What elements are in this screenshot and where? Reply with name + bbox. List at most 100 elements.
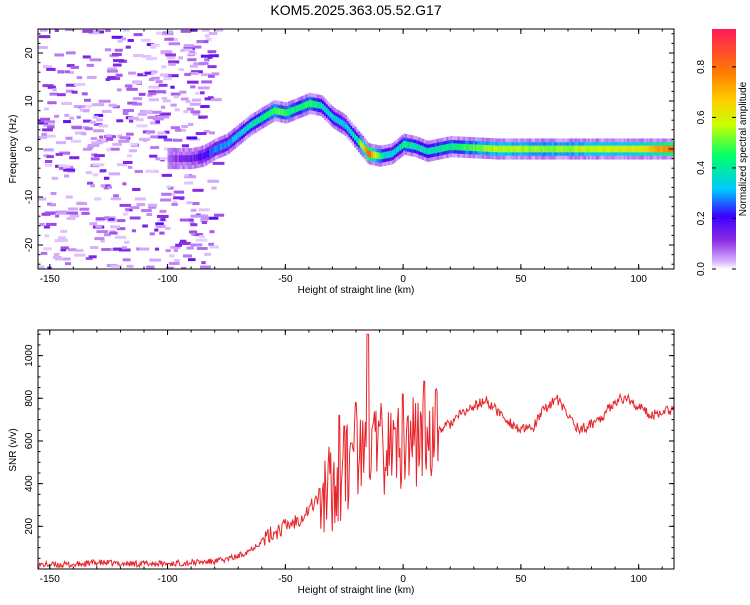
spectrogram-ridge-cell: [551, 145, 555, 153]
spectrogram-ridge-cell: [638, 145, 642, 153]
spectrogram-noise-cell: [184, 72, 191, 76]
spectrogram-ridge-cell: [568, 145, 572, 153]
spectrogram-noise-cell: [44, 107, 49, 111]
spectrogram-noise-cell: [38, 265, 45, 269]
spectrogram-noise-cell: [122, 29, 130, 32]
spectrogram-ridge-cell: [474, 144, 478, 152]
spectrogram-ridge-cell: [388, 151, 391, 158]
spectrogram-noise-cell: [183, 44, 195, 48]
spectrogram-noise-cell: [190, 214, 202, 218]
spectrogram-ridge-cell: [636, 145, 640, 153]
spectrogram-noise-cell: [43, 148, 54, 152]
spectrogram-noise-cell: [114, 48, 123, 52]
spectrogram-ridge-cell: [258, 116, 261, 124]
spectrogram-noise-cell: [170, 245, 181, 249]
spectrogram-noise-cell: [126, 264, 134, 268]
spectrogram-noise-cell: [43, 123, 55, 127]
spectrogram-ridge-cell: [288, 108, 291, 116]
spectrogram-ridge-cell: [574, 145, 578, 153]
spectrogram-noise-cell: [96, 230, 109, 234]
spectrogram-noise-cell: [133, 54, 144, 58]
spectrogram-noise-cell: [64, 174, 70, 178]
snr-x-label: Height of straight line (km): [298, 585, 415, 596]
spectrogram-noise-cell: [164, 73, 173, 77]
spectrogram-ridge-cell: [233, 135, 236, 142]
spectrogram-ridge-cell: [412, 142, 416, 150]
spectrogram-noise-cell: [163, 77, 172, 81]
spectrogram-ridge-cell: [642, 145, 645, 153]
spectrogram-ridge-cell: [276, 107, 280, 115]
spectrogram-ridge-cell: [623, 145, 627, 153]
spectrogram-ridge-cell: [386, 151, 389, 159]
spectrogram-ridge-cell: [617, 145, 621, 153]
spectrogram-ridge-cell: [371, 151, 374, 158]
spectrogram-noise-cell: [186, 80, 199, 84]
spectrogram-ridge-cell: [401, 142, 404, 150]
spectrogram-ridge-cell: [480, 144, 483, 152]
snr-x-tick-label: 50: [515, 574, 527, 585]
spectrogram-noise-cell: [200, 219, 209, 223]
spectrogram-ridge-cell: [214, 145, 218, 153]
spectrogram-noise-cell: [64, 70, 70, 74]
spectrogram-ridge-cell: [354, 133, 357, 141]
spectrogram-ridge-cell: [453, 143, 457, 151]
spectrogram-noise-cell: [172, 200, 178, 204]
spectrogram-noise-cell: [83, 98, 91, 102]
spectrogram-ridge-cell: [472, 144, 476, 152]
spectrogram-ridge-cell: [527, 145, 530, 153]
spectrogram-noise-cell: [127, 165, 133, 169]
spectrogram-noise-cell: [61, 101, 73, 105]
spectrogram-noise-cell: [66, 211, 78, 215]
spectrogram-ridge-cell: [210, 147, 214, 155]
spectrogram-noise-cell: [190, 71, 199, 75]
spectrogram-noise-cell: [200, 54, 213, 58]
spectrogram-ridge-cell: [224, 141, 227, 149]
spectrogram-y-tick-label: 20: [24, 47, 35, 59]
spectrogram-ridge-cell: [175, 155, 178, 162]
spectrogram-ridge-cell: [416, 143, 419, 151]
spectrogram-noise-cell: [44, 211, 56, 215]
spectrogram-ridge-cell: [536, 145, 540, 153]
spectrogram-noise-cell: [47, 101, 57, 105]
spectrogram-noise-cell: [188, 218, 194, 222]
spectrogram-noise-cell: [94, 237, 105, 241]
spectrogram-noise-cell: [191, 98, 202, 102]
colorbar-tick-label: 0.0: [696, 262, 707, 276]
spectrogram-noise-cell: [87, 181, 94, 185]
spectrogram-ridge-cell: [199, 153, 203, 161]
spectrogram-noise-cell: [173, 196, 185, 200]
spectrogram-noise-cell: [186, 136, 198, 140]
spectrogram-ridge-cell: [612, 145, 615, 153]
spectrogram-noise-cell: [171, 192, 176, 196]
spectrogram-ridge-cell: [271, 108, 274, 116]
spectrogram-noise-cell: [58, 164, 71, 168]
spectrogram-ridge-cell: [525, 145, 529, 153]
spectrogram-ridge-cell: [469, 144, 472, 151]
spectrogram-noise-cell: [93, 129, 104, 133]
snr-line: [38, 333, 674, 569]
spectrogram-ridge-cell: [376, 152, 380, 159]
spectrogram-noise-cell: [121, 246, 127, 250]
spectrogram-ridge-cell: [550, 145, 553, 153]
spectrogram-noise-cell: [168, 60, 180, 64]
spectrogram-noise-cell: [95, 225, 102, 229]
spectrogram-ridge-cell: [410, 142, 414, 150]
spectrogram-ridge-cell: [502, 145, 506, 153]
spectrogram-ridge-cell: [512, 145, 515, 153]
spectrogram-ridge-cell: [602, 145, 606, 153]
spectrogram-noise-cell: [47, 125, 55, 129]
figure-title: KOM5.2025.363.05.52.G17: [270, 2, 441, 18]
spectrogram-noise-cell: [38, 121, 49, 125]
snr-y-tick-label: 400: [24, 475, 35, 492]
spectrogram-noise-cell: [69, 156, 80, 160]
spectrogram-noise-cell: [41, 132, 47, 136]
spectrogram-ridge-cell: [587, 145, 591, 153]
spectrogram-noise-cell: [197, 86, 210, 90]
spectrogram-noise-cell: [87, 146, 94, 150]
spectrogram-noise-cell: [168, 74, 179, 78]
spectrogram-noise-cell: [214, 29, 224, 32]
spectrogram-ridge-cell: [629, 145, 632, 153]
spectrogram-ridge-cell: [523, 145, 527, 153]
spectrogram-noise-cell: [147, 115, 159, 119]
spectrogram-noise-cell: [141, 209, 152, 213]
